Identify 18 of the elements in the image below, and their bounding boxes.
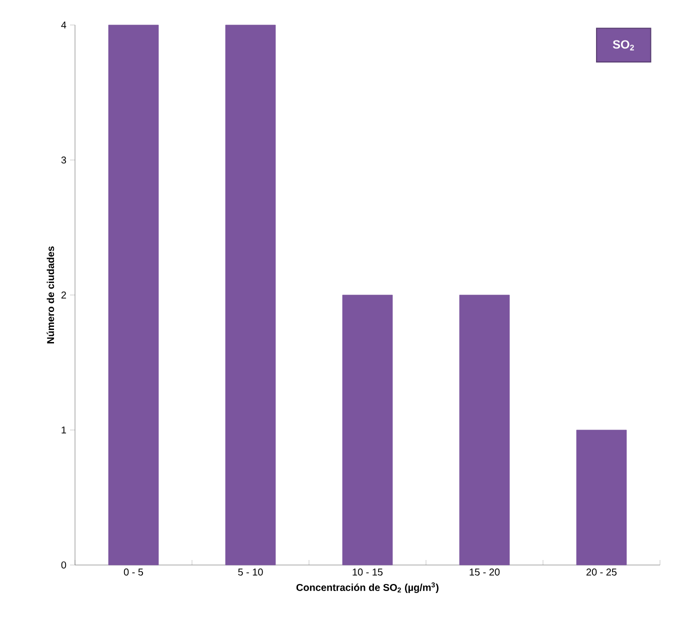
y-tick-label: 4 (61, 22, 66, 28)
text: SO$_{2}$ (612, 40, 634, 50)
y-tick-label: 3 (61, 156, 66, 164)
x-tick-label: 10 - 15 (352, 568, 383, 576)
y-axis-title: Número de ciudades (46, 246, 54, 344)
y-tick-label: 2 (61, 292, 66, 298)
bar (342, 294, 393, 566)
x-tick-label: 0 - 5 (124, 568, 144, 576)
x-tick-label: 15 - 20 (470, 568, 500, 576)
bar (459, 294, 510, 566)
y-tick-label: 0 (61, 561, 66, 569)
x-axis-title: Concentración de SO$_{2}$ (µg/m$^{3}$) (296, 582, 438, 594)
bar (108, 24, 159, 566)
bar (225, 24, 276, 566)
x-tick-label: 20 - 25 (586, 568, 617, 576)
x-tick-label: 5 - 10 (238, 568, 263, 576)
y-tick-label: 1 (62, 426, 66, 434)
bar (576, 430, 627, 566)
